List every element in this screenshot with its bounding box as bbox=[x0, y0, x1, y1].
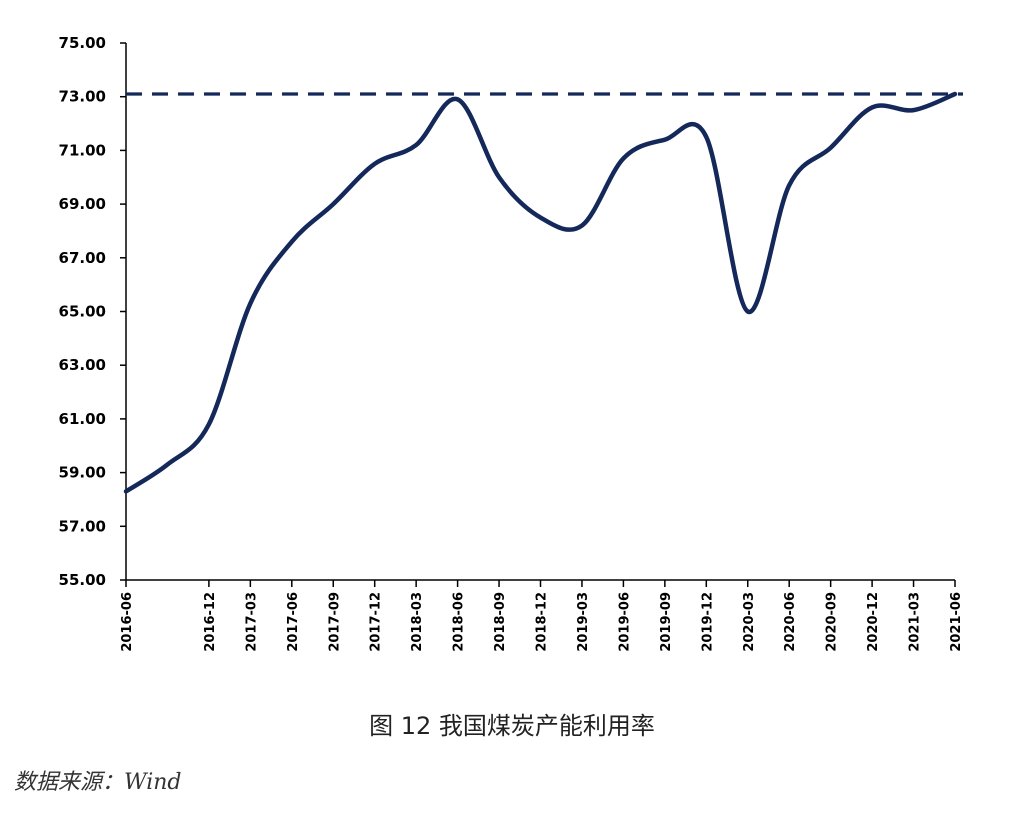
y-tick-label: 71.00 bbox=[59, 141, 106, 159]
x-tick-label: 2021-03 bbox=[908, 592, 923, 652]
x-tick-label: 2016-06 bbox=[120, 592, 135, 652]
series-line bbox=[123, 91, 958, 494]
y-tick-label: 59.00 bbox=[59, 464, 106, 482]
y-tick-label: 61.00 bbox=[59, 410, 106, 428]
x-tick-label: 2019-06 bbox=[617, 592, 632, 652]
data-source: 数据来源：Wind bbox=[14, 770, 182, 795]
x-tick-label: 2018-03 bbox=[410, 592, 425, 652]
x-tick-label: 2019-12 bbox=[700, 592, 715, 652]
x-tick-label: 2017-06 bbox=[286, 592, 301, 652]
x-tick-label: 2020-03 bbox=[742, 592, 757, 652]
y-axis-ticks: 55.00 57.00 59.00 61.00 63.00 65.00 67.00 69.00… bbox=[59, 34, 126, 589]
y-tick-label: 73.00 bbox=[59, 88, 106, 106]
x-tick-label: 2019-03 bbox=[576, 592, 591, 652]
x-tick-label: 2018-09 bbox=[493, 592, 508, 652]
y-tick-label: 57.00 bbox=[59, 517, 106, 535]
x-tick-label: 2017-09 bbox=[327, 592, 342, 652]
x-tick-label: 2021-06 bbox=[949, 592, 964, 652]
x-tick-label: 2017-03 bbox=[244, 592, 259, 652]
figure-caption: 图 12 我国煤炭产能利用率 bbox=[369, 712, 655, 740]
x-tick-label: 2016-12 bbox=[203, 592, 218, 652]
x-tick-label: 2019-09 bbox=[659, 592, 674, 652]
x-tick-label: 2018-12 bbox=[535, 592, 550, 652]
y-tick-label: 67.00 bbox=[59, 249, 106, 267]
y-tick-label: 75.00 bbox=[59, 34, 106, 52]
y-tick-label: 65.00 bbox=[59, 303, 106, 321]
y-tick-label: 69.00 bbox=[59, 195, 106, 213]
x-tick-label: 2020-09 bbox=[825, 592, 840, 652]
series-group bbox=[123, 91, 958, 494]
y-tick-label: 63.00 bbox=[59, 356, 106, 374]
x-tick-label: 2020-12 bbox=[866, 592, 881, 652]
chart: 55.00 57.00 59.00 61.00 63.00 65.00 67.00 69.00… bbox=[59, 34, 964, 652]
x-tick-label: 2017-12 bbox=[369, 592, 384, 652]
x-axis-ticks: 2016-06 2016-12 2017-03 2017-06 2017-09 2017-… bbox=[120, 580, 964, 652]
axes bbox=[125, 43, 955, 581]
x-tick-label: 2018-06 bbox=[452, 592, 467, 652]
y-tick-label: 55.00 bbox=[59, 571, 106, 589]
x-tick-label: 2020-06 bbox=[783, 592, 798, 652]
